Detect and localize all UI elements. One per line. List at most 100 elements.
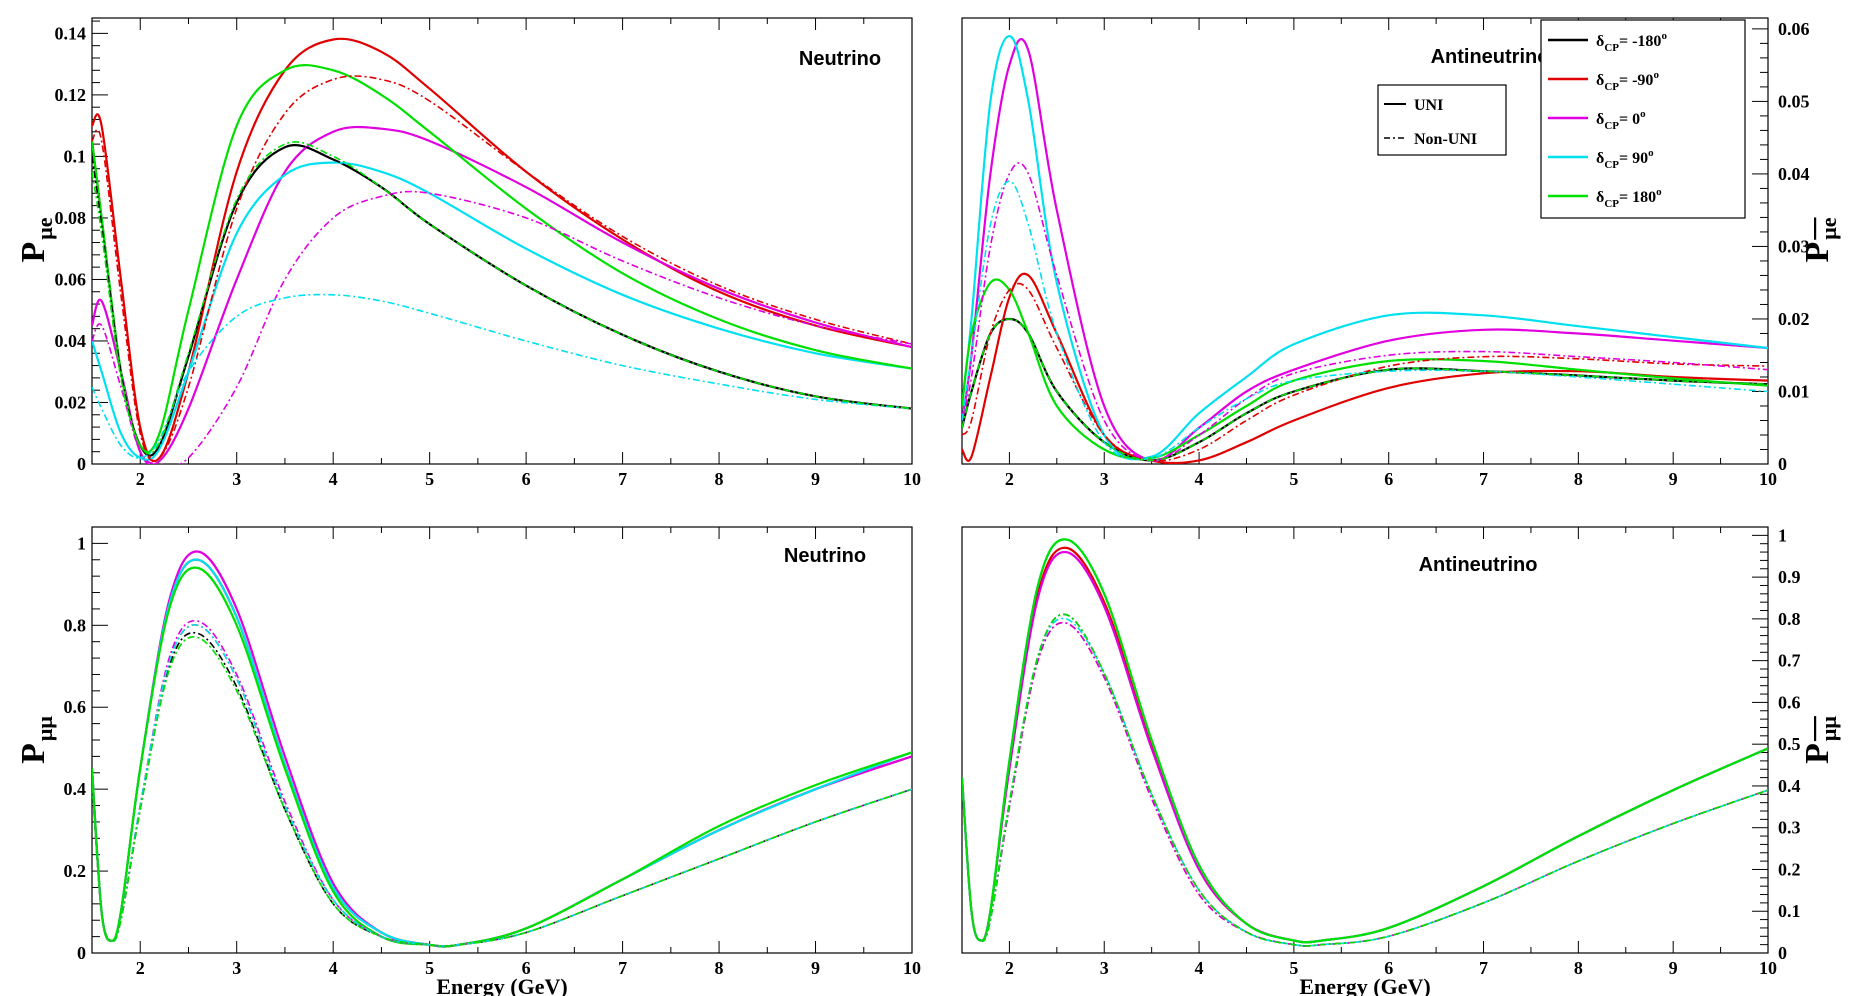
- x-tick-label: 7: [618, 469, 627, 489]
- x-tick-label: 8: [715, 469, 724, 489]
- y-tick-label: 0.9: [1778, 567, 1801, 587]
- y-tick-label: 0.06: [1778, 19, 1810, 39]
- series-line-green-nonuni: [92, 141, 912, 455]
- y-tick-label: 0.02: [55, 392, 87, 412]
- series-line-black-nonuni: [962, 318, 1768, 462]
- series-line-magenta-nonuni: [92, 619, 912, 947]
- y-tick-label: 0.14: [55, 23, 87, 43]
- series-line-red-uni: [92, 37, 912, 463]
- y-tick-label: 0.06: [55, 269, 87, 289]
- y-tick-label: 0.5: [1778, 734, 1801, 754]
- x-tick-label: 5: [425, 469, 434, 489]
- x-tick-label: 6: [522, 469, 531, 489]
- series-line-magenta-nonuni: [962, 621, 1768, 947]
- x-tick-label: 5: [1289, 469, 1298, 489]
- series-line-red-uni: [962, 272, 1768, 464]
- y-tick-label: 0.03: [1778, 236, 1810, 256]
- x-tick-label: 4: [329, 469, 338, 489]
- y-tick-label: 0.01: [1778, 381, 1810, 401]
- x-tick-label: 7: [1479, 958, 1488, 978]
- legend-box: [1377, 84, 1507, 156]
- x-tick-label: 4: [1195, 958, 1204, 978]
- x-tick-label: 6: [1384, 469, 1393, 489]
- series-line-red-nonuni: [92, 624, 912, 947]
- series-group: [92, 550, 912, 948]
- plot-frame: [961, 17, 1769, 465]
- series-line-magenta-uni: [92, 550, 912, 948]
- series-line-red-nonuni: [92, 75, 912, 462]
- series-line-green-nonuni: [962, 318, 1768, 462]
- series-line-red-nonuni: [962, 282, 1768, 462]
- series-line-black-nonuni: [92, 144, 912, 457]
- x-tick-label: 8: [1574, 469, 1583, 489]
- series-line-red-nonuni: [962, 621, 1768, 947]
- x-tick-label: 5: [425, 958, 434, 978]
- series-line-black-uni: [92, 140, 912, 457]
- series-line-green-uni: [962, 538, 1768, 944]
- y-tick-label: 0.8: [1778, 609, 1801, 629]
- y-axis-label: Pμμ: [15, 716, 57, 764]
- x-tick-label: 8: [1574, 958, 1583, 978]
- y-tick-label: 1: [77, 533, 86, 553]
- y-tick-label: 0: [77, 943, 86, 963]
- y-tick-label: 0.7: [1778, 651, 1801, 671]
- y-tick-label: 0.02: [1778, 309, 1810, 329]
- series-line-magenta-uni: [92, 125, 912, 464]
- y-tick-label: 0.6: [64, 697, 87, 717]
- legend-line-style: UNI Non-UNI: [1377, 84, 1507, 156]
- y-tick-label: 0: [1778, 454, 1787, 474]
- series-group: [92, 37, 912, 464]
- x-tick-label: 3: [1100, 469, 1109, 489]
- x-tick-label: 3: [232, 469, 241, 489]
- series-line-cyan-uni: [92, 161, 912, 461]
- series-line-cyan-uni: [962, 538, 1768, 944]
- y-tick-label: 0.6: [1778, 692, 1801, 712]
- x-tick-label: 8: [715, 958, 724, 978]
- series-line-green-uni: [92, 566, 912, 948]
- y-tick-label: 0: [1778, 943, 1787, 963]
- x-tick-label: 2: [136, 469, 145, 489]
- x-tick-label: 6: [522, 958, 531, 978]
- y-tick-label: 0.8: [64, 615, 87, 635]
- series-line-cyan-nonuni: [962, 617, 1768, 947]
- series-line-cyan-uni: [962, 34, 1768, 461]
- y-tick-label: 0.05: [1778, 91, 1810, 111]
- series-line-black-nonuni: [962, 613, 1768, 947]
- y-tick-label: 0.12: [55, 85, 87, 105]
- series-line-magenta-nonuni: [92, 190, 912, 464]
- series-line-green-nonuni: [92, 636, 912, 947]
- chart-panel-4: 2 3 4 5 6 7 8 9 100 0.1 0.2 0.3 0.4 0.5 0.6 0.7 0.8 0.9 1 A…: [961, 525, 1841, 996]
- x-tick-label: 10: [903, 958, 921, 978]
- chart-panel-1: 2 3 4 5 6 7 8 9 10 0 0.02 0.04 0.06 0.08 0.1 0.12 0.14 Ne…: [15, 17, 921, 489]
- legend-item-label: δCP= 90o: [1596, 147, 1654, 171]
- panel-title: Antineutrino: [1419, 554, 1538, 576]
- legend-uni-label: UNI: [1414, 97, 1443, 114]
- y-tick-label: 1: [1778, 525, 1787, 545]
- series-line-cyan-nonuni: [92, 624, 912, 947]
- x-tick-label: 4: [329, 958, 338, 978]
- y-tick-label: 0.3: [1778, 818, 1801, 838]
- y-axis-label: Pμμ: [1799, 716, 1841, 764]
- series-line-green-nonuni: [962, 613, 1768, 947]
- x-tick-label: 4: [1195, 469, 1204, 489]
- legend-item-label: δCP= -180o: [1596, 30, 1667, 54]
- plot-frame: [961, 526, 1769, 954]
- series-line-cyan-uni: [92, 558, 912, 948]
- panel-title: Neutrino: [799, 48, 881, 70]
- legend-item-label: δCP= -90o: [1596, 69, 1659, 93]
- x-tick-label: 9: [1669, 469, 1678, 489]
- y-tick-label: 0.4: [64, 779, 87, 799]
- x-tick-label: 10: [1759, 469, 1777, 489]
- y-tick-label: 0.08: [55, 208, 87, 228]
- x-tick-label: 9: [1669, 958, 1678, 978]
- x-tick-label: 3: [232, 958, 241, 978]
- legend-item-label: δCP= 180o: [1596, 186, 1662, 210]
- x-tick-label: 7: [618, 958, 627, 978]
- x-tick-label: 2: [136, 958, 145, 978]
- legend-delta-cp: δCP= -180o δCP= -90o δCP= 0o δCP= 90o δCP= 1…: [1540, 19, 1746, 219]
- y-tick-label: 0: [77, 454, 86, 474]
- plot-frame: [91, 526, 913, 954]
- y-tick-label: 0.4: [1778, 776, 1801, 796]
- series-group: [962, 34, 1768, 464]
